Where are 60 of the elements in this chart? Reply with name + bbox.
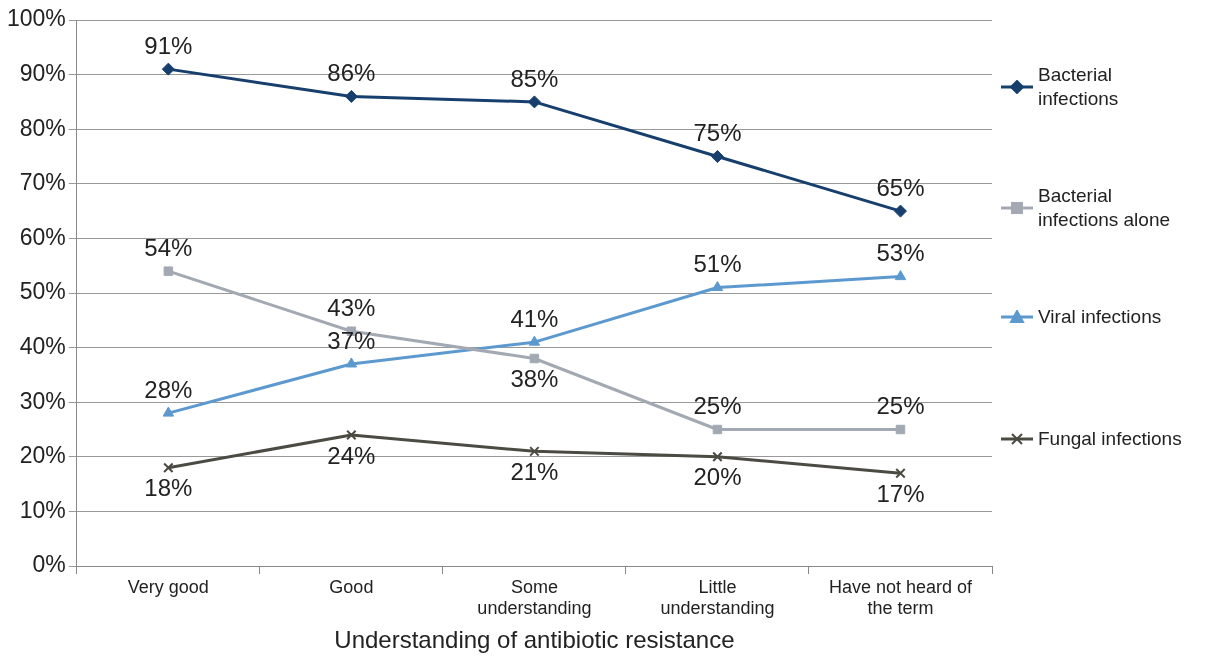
data-label: 18%: [144, 474, 193, 502]
point: [528, 335, 541, 346]
y-tick-label: 20%: [19, 442, 66, 469]
y-tick-label: 50%: [19, 278, 66, 305]
legend-label: Fungal infections: [1038, 426, 1182, 451]
point: [712, 451, 723, 463]
y-tick-label: 30%: [19, 387, 66, 414]
x-tick-label: Have not heard of the term: [828, 576, 974, 619]
point: [895, 424, 906, 435]
point: [346, 429, 357, 441]
y-tick-label: 10%: [19, 496, 66, 523]
data-label: 43%: [327, 293, 376, 321]
data-label: 85%: [510, 64, 559, 92]
point: [893, 204, 907, 218]
x-axis-title: Understanding of antibiotic resistance: [334, 626, 735, 654]
legend-label: Bacterial infections: [1038, 62, 1120, 111]
data-label: 24%: [327, 441, 376, 469]
point: [344, 89, 358, 103]
x-tick-label: Good: [329, 576, 374, 597]
point: [529, 353, 540, 364]
point: [345, 357, 358, 368]
data-label: 91%: [144, 31, 193, 59]
y-tick-label: 60%: [19, 223, 66, 250]
data-label: 17%: [876, 479, 925, 507]
point: [163, 462, 174, 473]
data-label: 86%: [327, 59, 376, 87]
data-label: 25%: [876, 392, 925, 420]
point: [712, 424, 723, 435]
point: [895, 467, 906, 479]
data-label: 54%: [144, 233, 193, 261]
y-tick-label: 90%: [19, 59, 66, 86]
data-label: 75%: [693, 119, 742, 147]
point: [894, 270, 907, 281]
y-tick-label: 40%: [19, 332, 66, 359]
data-label: 41%: [510, 304, 559, 332]
legend-label: Viral infections: [1038, 305, 1162, 330]
data-label: 65%: [876, 173, 925, 201]
point: [162, 406, 175, 417]
data-label: 51%: [693, 250, 742, 278]
legend-label: Bacterial infections alone: [1038, 184, 1172, 233]
data-label: 25%: [693, 392, 742, 420]
data-label: 20%: [693, 463, 742, 491]
y-tick-label: 0%: [32, 551, 66, 578]
point: [710, 150, 724, 163]
point: [161, 62, 175, 76]
point: [529, 446, 540, 457]
data-label: 21%: [510, 457, 559, 485]
x-tick-label: Little understanding: [660, 576, 775, 619]
data-label: 37%: [327, 326, 376, 354]
point: [527, 95, 541, 109]
x-tick-label: Very good: [127, 576, 209, 597]
point: [711, 281, 724, 292]
data-label: 38%: [510, 365, 559, 393]
y-tick-label: 80%: [19, 114, 66, 141]
point: [163, 266, 174, 276]
y-tick-label: 100%: [7, 5, 66, 32]
data-label: 53%: [876, 239, 925, 267]
y-tick-label: 70%: [19, 169, 66, 196]
x-tick-label: Some understanding: [477, 576, 592, 619]
data-label: 28%: [144, 375, 193, 403]
